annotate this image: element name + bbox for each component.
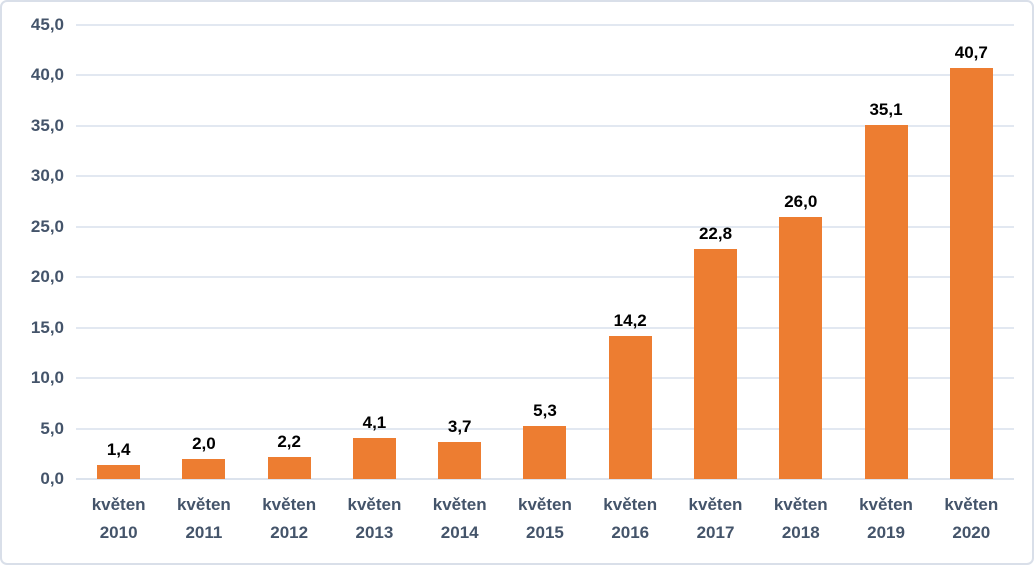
bar-value-label: 35,1	[869, 99, 903, 119]
x-tick-line: 2013	[355, 523, 394, 542]
x-tick-line: 2014	[440, 523, 479, 542]
y-tick-label: 25,0	[30, 216, 64, 236]
bar-column: 5,3	[502, 25, 587, 479]
x-axis: květen 2010 květen 2011 květen 2012 květen 2013…	[76, 491, 1014, 547]
bar	[949, 68, 993, 479]
bar	[864, 124, 908, 479]
x-tick-label: květen 2012	[247, 491, 332, 547]
bar-column: 2,2	[247, 25, 332, 479]
gridline	[76, 175, 1014, 178]
x-tick-line: květen	[773, 495, 828, 514]
x-tick-label: květen 2017	[673, 491, 758, 547]
bar-column: 40,7	[929, 25, 1014, 479]
bar	[352, 437, 396, 479]
y-tick-label: 40,0	[30, 65, 64, 85]
x-tick-label: květen 2010	[76, 491, 161, 547]
bar-value-label: 22,8	[698, 223, 733, 243]
x-tick-label: květen 2011	[161, 491, 246, 547]
gridline	[76, 74, 1014, 77]
x-tick-line: 2017	[696, 523, 735, 542]
bar	[608, 335, 652, 479]
bar	[438, 441, 482, 479]
bar-value-label: 26,0	[784, 191, 818, 211]
y-tick-label: 0,0	[40, 469, 64, 488]
bar-column: 2,0	[161, 25, 246, 479]
x-tick-line: 2010	[99, 523, 138, 542]
y-tick-label: 35,0	[30, 115, 64, 135]
x-tick-label: květen 2016	[588, 491, 673, 547]
bar-column: 35,1	[843, 25, 928, 479]
x-tick-line: květen	[603, 495, 658, 514]
y-tick-label: 20,0	[30, 267, 64, 287]
gridline	[76, 326, 1014, 329]
x-tick-line: 2016	[611, 523, 650, 542]
bar-series: 1,4 2,0 2,2 4,1 3,7 5,3 14,2 22,8 26,0 35,1 40,7	[76, 25, 1014, 479]
x-tick-label: květen 2013	[332, 491, 417, 547]
x-tick-line: květen	[859, 495, 913, 514]
x-tick-label: květen 2015	[502, 491, 587, 547]
x-tick-line: květen	[262, 495, 317, 514]
x-tick-label: květen 2020	[929, 491, 1014, 547]
bar	[693, 248, 737, 479]
bar	[523, 425, 567, 479]
x-tick-line: květen	[518, 495, 572, 514]
gridline	[76, 377, 1014, 380]
bar-column: 1,4	[76, 25, 161, 479]
bar	[182, 458, 226, 479]
bar-column: 3,7	[417, 25, 502, 479]
bar-value-label: 14,2	[613, 310, 647, 330]
x-tick-line: květen	[91, 495, 146, 514]
x-tick-line: 2011	[185, 523, 223, 542]
bar-value-label: 2,2	[277, 431, 301, 451]
gridline	[76, 478, 1014, 480]
y-tick-label: 5,0	[40, 418, 64, 438]
bar	[779, 216, 823, 479]
x-tick-line: 2018	[781, 523, 820, 542]
bar-value-label: 4,1	[362, 412, 387, 432]
x-tick-line: 2019	[867, 523, 905, 542]
x-tick-label: květen 2019	[843, 491, 928, 547]
gridline	[76, 225, 1014, 228]
bar-column: 22,8	[673, 25, 758, 479]
y-tick-label: 45,0	[30, 15, 64, 34]
bar-column: 14,2	[588, 25, 673, 479]
y-tick-label: 15,0	[30, 317, 64, 337]
bar	[97, 464, 141, 479]
x-tick-line: 2015	[526, 523, 564, 542]
gridline	[76, 24, 1014, 26]
y-tick-label: 30,0	[30, 166, 64, 186]
bar-column: 26,0	[758, 25, 843, 479]
x-tick-line: květen	[347, 495, 402, 514]
x-tick-label: květen 2014	[417, 491, 502, 547]
x-tick-label: květen 2018	[758, 491, 843, 547]
x-tick-line: květen	[432, 495, 487, 514]
bar-column: 4,1	[332, 25, 417, 479]
gridline	[76, 124, 1014, 127]
bar-value-label: 2,0	[192, 433, 216, 453]
bar-value-label: 1,4	[106, 439, 131, 459]
plot-area: 1,4 2,0 2,2 4,1 3,7 5,3 14,2 22,8 26,0 35,1 40,7	[76, 24, 1014, 480]
x-tick-line: 2012	[270, 523, 309, 542]
bar-value-label: 5,3	[533, 400, 557, 420]
bar-value-label: 40,7	[954, 43, 988, 63]
y-axis: 0,0 5,0 10,0 15,0 20,0 25,0 30,0 35,0 40,0 45,0	[2, 2, 64, 563]
x-tick-line: květen	[688, 495, 743, 514]
y-tick-label: 10,0	[30, 368, 64, 388]
x-tick-line: květen	[944, 495, 999, 514]
bar	[267, 456, 311, 479]
x-tick-line: květen	[176, 495, 231, 514]
bar-value-label: 3,7	[447, 416, 472, 436]
gridline	[76, 276, 1014, 279]
x-tick-line: 2020	[952, 523, 991, 542]
